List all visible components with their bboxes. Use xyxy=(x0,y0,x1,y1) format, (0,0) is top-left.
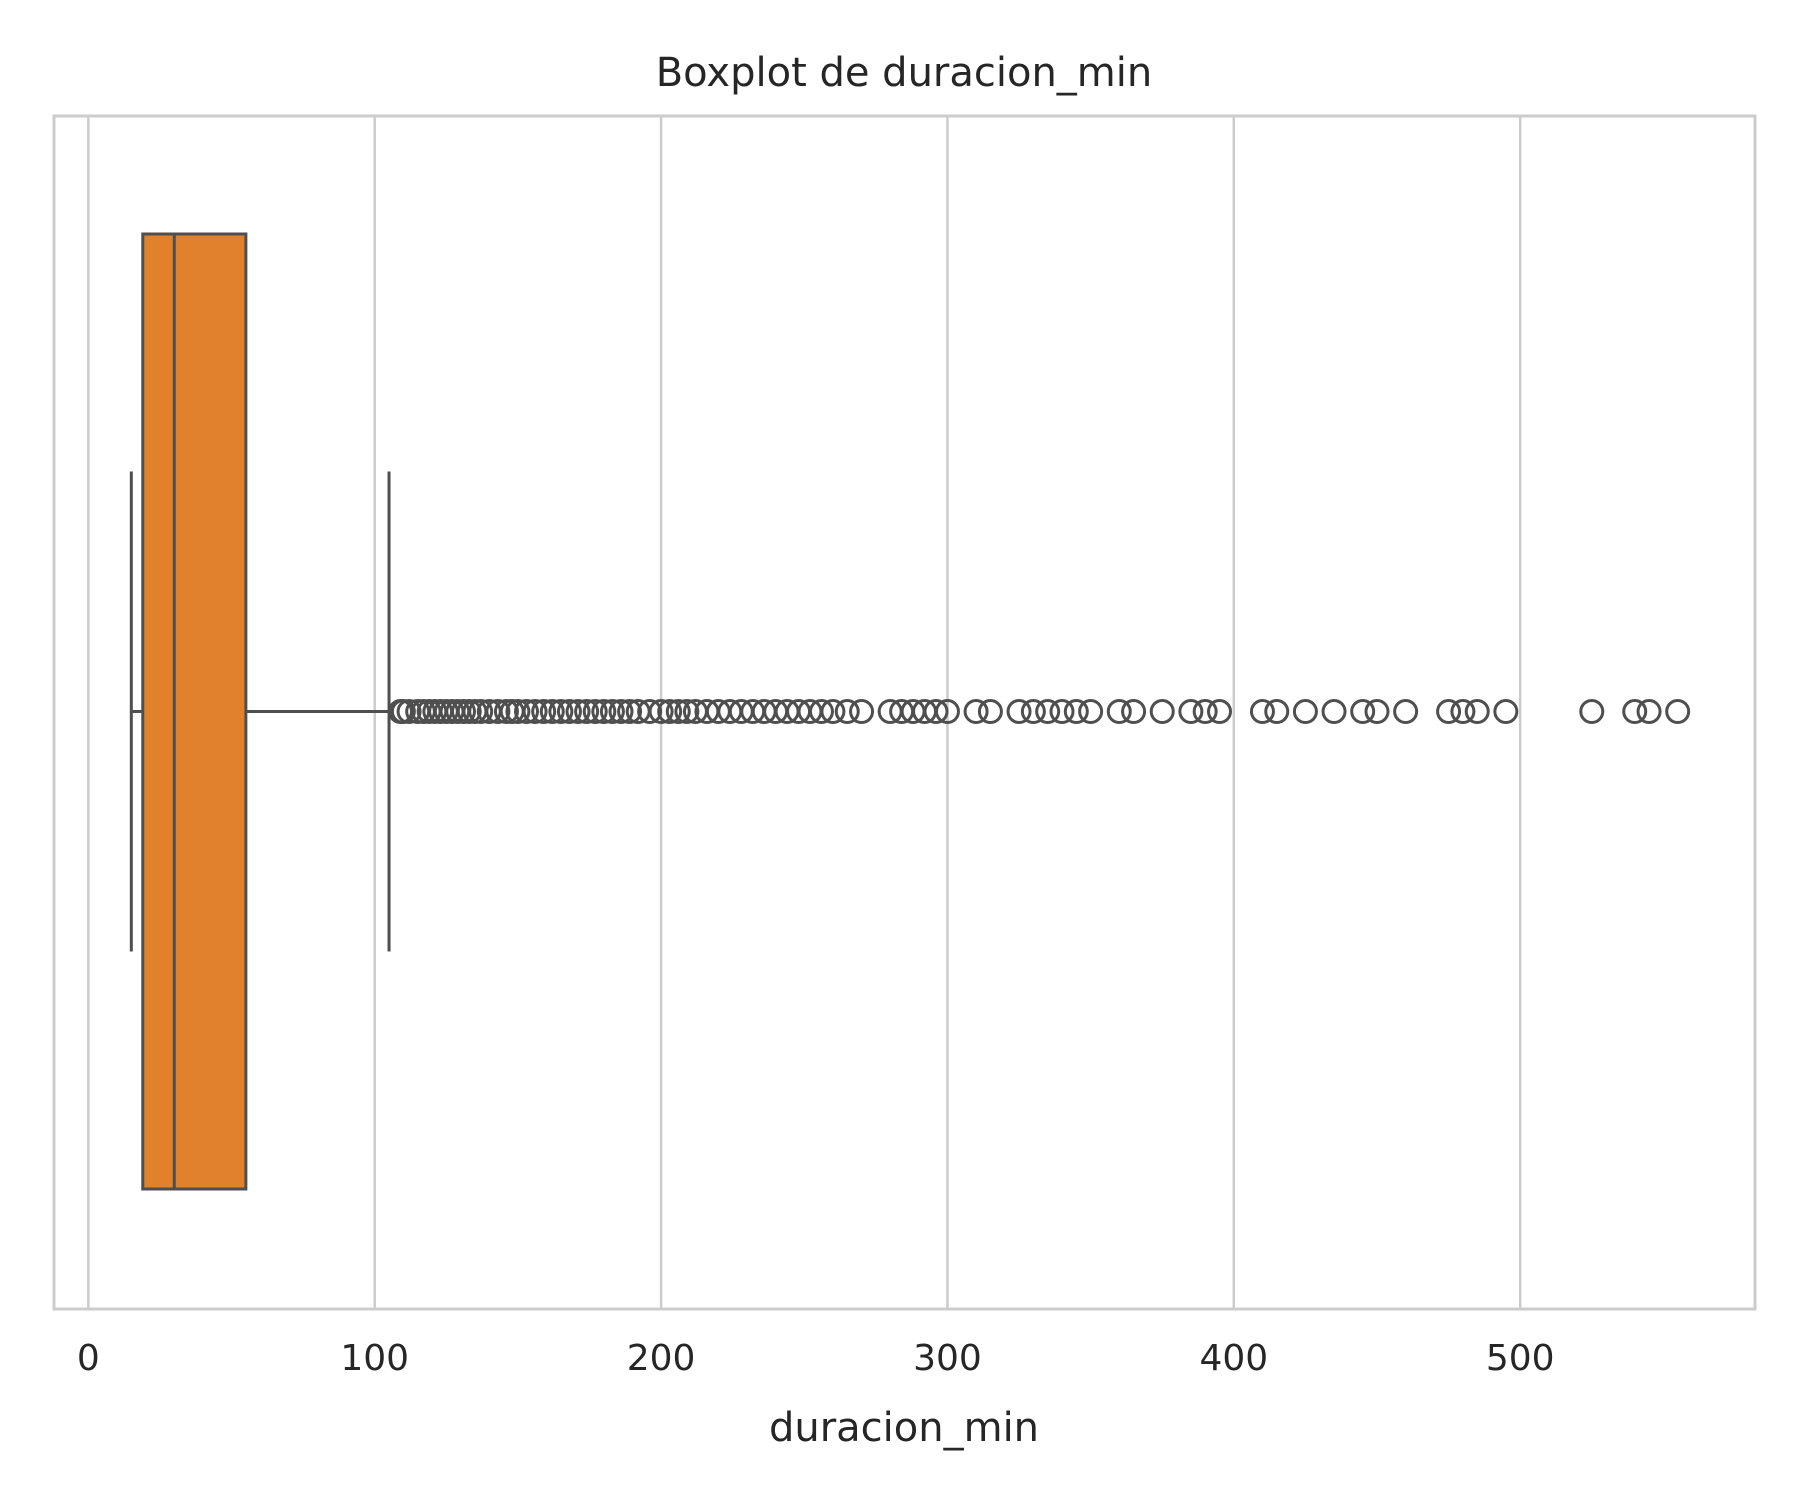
iqr-box xyxy=(141,232,248,1191)
outlier-point-85 xyxy=(1579,699,1605,724)
x-tick-label-300: 300 xyxy=(913,1338,982,1379)
outlier-point-36 xyxy=(657,699,683,724)
outlier-point-60 xyxy=(963,699,989,724)
outlier-point-88 xyxy=(1665,699,1691,724)
outlier-point-80 xyxy=(1393,699,1419,724)
outlier-point-70 xyxy=(1149,699,1175,724)
outlier-point-50 xyxy=(808,699,834,724)
outlier-point-23 xyxy=(539,699,565,724)
outlier-point-24 xyxy=(548,699,574,724)
outlier-point-83 xyxy=(1464,699,1490,724)
outlier-points xyxy=(388,699,1691,724)
outlier-point-87 xyxy=(1636,699,1662,724)
outlier-point-59 xyxy=(934,699,960,724)
outlier-point-76 xyxy=(1292,699,1318,724)
outlier-point-35 xyxy=(648,699,674,724)
outlier-point-64 xyxy=(1035,699,1061,724)
x-tick-label-0: 0 xyxy=(77,1338,100,1379)
outlier-point-37 xyxy=(665,699,691,724)
chart-title: Boxplot de duracion_min xyxy=(656,50,1153,96)
outlier-point-29 xyxy=(591,699,617,724)
outlier-point-38 xyxy=(674,699,700,724)
outlier-point-21 xyxy=(522,699,548,724)
x-tick-label-200: 200 xyxy=(627,1338,696,1379)
outlier-point-81 xyxy=(1436,699,1462,724)
outlier-point-52 xyxy=(834,699,860,724)
outlier-point-86 xyxy=(1622,699,1648,724)
box-group xyxy=(129,232,391,1191)
outlier-point-34 xyxy=(637,699,663,724)
x-tick-label-500: 500 xyxy=(1486,1338,1555,1379)
outlier-point-14 xyxy=(468,699,494,724)
outlier-point-26 xyxy=(565,699,591,724)
outlier-point-72 xyxy=(1192,699,1218,724)
outlier-point-69 xyxy=(1121,699,1147,724)
outlier-point-62 xyxy=(1006,699,1032,724)
outlier-point-63 xyxy=(1020,699,1046,724)
outlier-point-27 xyxy=(574,699,600,724)
outlier-point-19 xyxy=(505,699,531,724)
outlier-point-22 xyxy=(531,699,557,724)
x-axis-label: duracion_min xyxy=(769,1405,1039,1451)
outlier-point-25 xyxy=(556,699,582,724)
outlier-point-68 xyxy=(1106,699,1132,724)
x-tick-label-100: 100 xyxy=(340,1338,409,1379)
outlier-point-32 xyxy=(617,699,643,724)
outlier-point-74 xyxy=(1249,699,1275,724)
outlier-point-58 xyxy=(923,699,949,724)
outlier-point-16 xyxy=(485,699,511,724)
outlier-point-65 xyxy=(1049,699,1075,724)
outlier-point-66 xyxy=(1063,699,1089,724)
outlier-point-61 xyxy=(977,699,1003,724)
outlier-point-2 xyxy=(396,699,422,724)
outlier-point-79 xyxy=(1364,699,1390,724)
outlier-point-71 xyxy=(1178,699,1204,724)
outlier-point-51 xyxy=(820,699,846,724)
outlier-point-84 xyxy=(1493,699,1519,724)
plot-frame xyxy=(52,114,1757,1311)
outlier-point-75 xyxy=(1264,699,1290,724)
x-tick-labels: 0 100 200 300 400 500 xyxy=(77,1338,1555,1379)
x-tick-label-400: 400 xyxy=(1199,1338,1268,1379)
outlier-point-20 xyxy=(514,699,539,724)
outlier-point-73 xyxy=(1207,699,1232,724)
outlier-point-67 xyxy=(1078,699,1104,724)
outlier-point-28 xyxy=(582,699,608,724)
outlier-point-78 xyxy=(1350,699,1376,724)
outlier-point-53 xyxy=(849,699,875,724)
outlier-point-30 xyxy=(599,699,625,724)
outlier-point-82 xyxy=(1450,699,1476,724)
outlier-point-31 xyxy=(608,699,634,724)
outlier-point-77 xyxy=(1321,699,1347,724)
